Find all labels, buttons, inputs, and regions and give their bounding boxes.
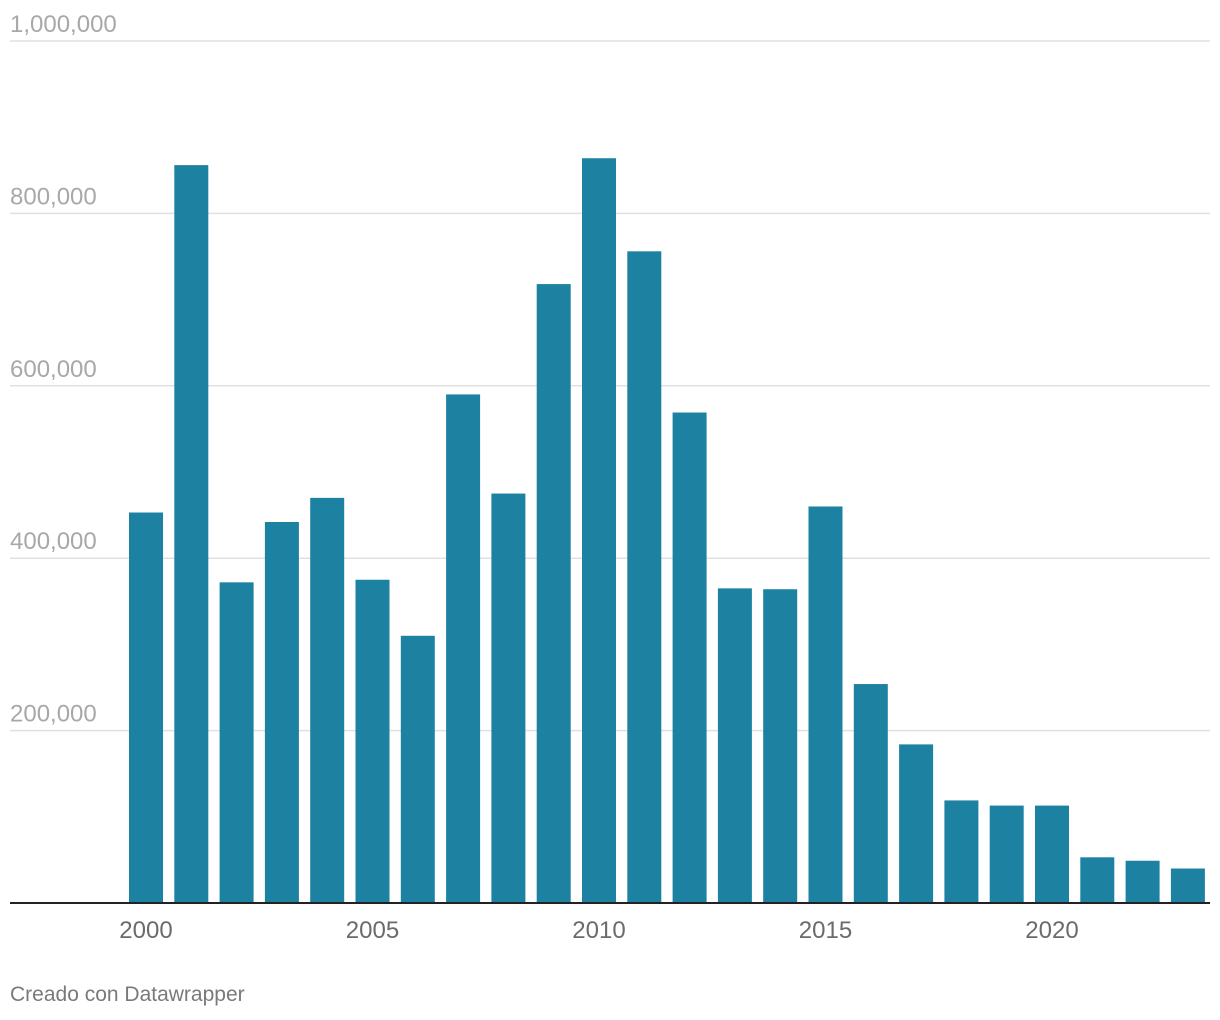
bar-2003[interactable] bbox=[264, 521, 299, 903]
bar-2019[interactable] bbox=[989, 805, 1024, 903]
bar-2020[interactable] bbox=[1035, 805, 1069, 903]
bar-2005[interactable] bbox=[355, 579, 390, 903]
bar-2004[interactable] bbox=[310, 497, 345, 903]
y-axis-ticks: 1,000,000 800,000 600,000 400,000 200,000 bbox=[10, 11, 117, 728]
bar-2010[interactable] bbox=[582, 158, 616, 903]
bar-2013[interactable] bbox=[717, 588, 752, 903]
bar-2021[interactable] bbox=[1080, 857, 1115, 903]
bar-2022[interactable] bbox=[1125, 860, 1160, 903]
x-axis-ticks: 2000 2005 2010 2015 2020 bbox=[119, 917, 1078, 944]
bar-2008[interactable] bbox=[491, 493, 526, 903]
x-tick-label: 2005 bbox=[346, 917, 399, 944]
bar-2016[interactable] bbox=[853, 684, 888, 903]
y-tick-label: 200,000 bbox=[10, 701, 97, 728]
x-tick-label: 2000 bbox=[119, 917, 172, 944]
bar-2011[interactable] bbox=[627, 251, 662, 903]
bar-2007[interactable] bbox=[446, 394, 481, 903]
bar-2009[interactable] bbox=[536, 284, 571, 904]
y-tick-label: 600,000 bbox=[10, 356, 97, 383]
bars bbox=[129, 158, 1205, 904]
y-tick-label: 800,000 bbox=[10, 183, 97, 210]
bar-2023[interactable] bbox=[1170, 868, 1205, 903]
x-tick-label: 2015 bbox=[799, 917, 852, 944]
bar-2006[interactable] bbox=[400, 635, 435, 903]
bar-2000[interactable] bbox=[129, 512, 163, 903]
credit-text: Creado con Datawrapper bbox=[10, 983, 245, 1006]
bar-2014[interactable] bbox=[763, 589, 798, 903]
y-tick-label: 1,000,000 bbox=[10, 11, 117, 38]
bar-2012[interactable] bbox=[672, 412, 707, 903]
bar-2002[interactable] bbox=[219, 582, 254, 903]
bar-2018[interactable] bbox=[944, 800, 979, 903]
y-tick-label: 400,000 bbox=[10, 528, 97, 555]
bar-2001[interactable] bbox=[174, 165, 209, 904]
x-tick-label: 2020 bbox=[1025, 917, 1078, 944]
bar-2017[interactable] bbox=[899, 744, 934, 903]
bar-2015[interactable] bbox=[808, 506, 843, 903]
x-tick-label: 2010 bbox=[572, 917, 625, 944]
